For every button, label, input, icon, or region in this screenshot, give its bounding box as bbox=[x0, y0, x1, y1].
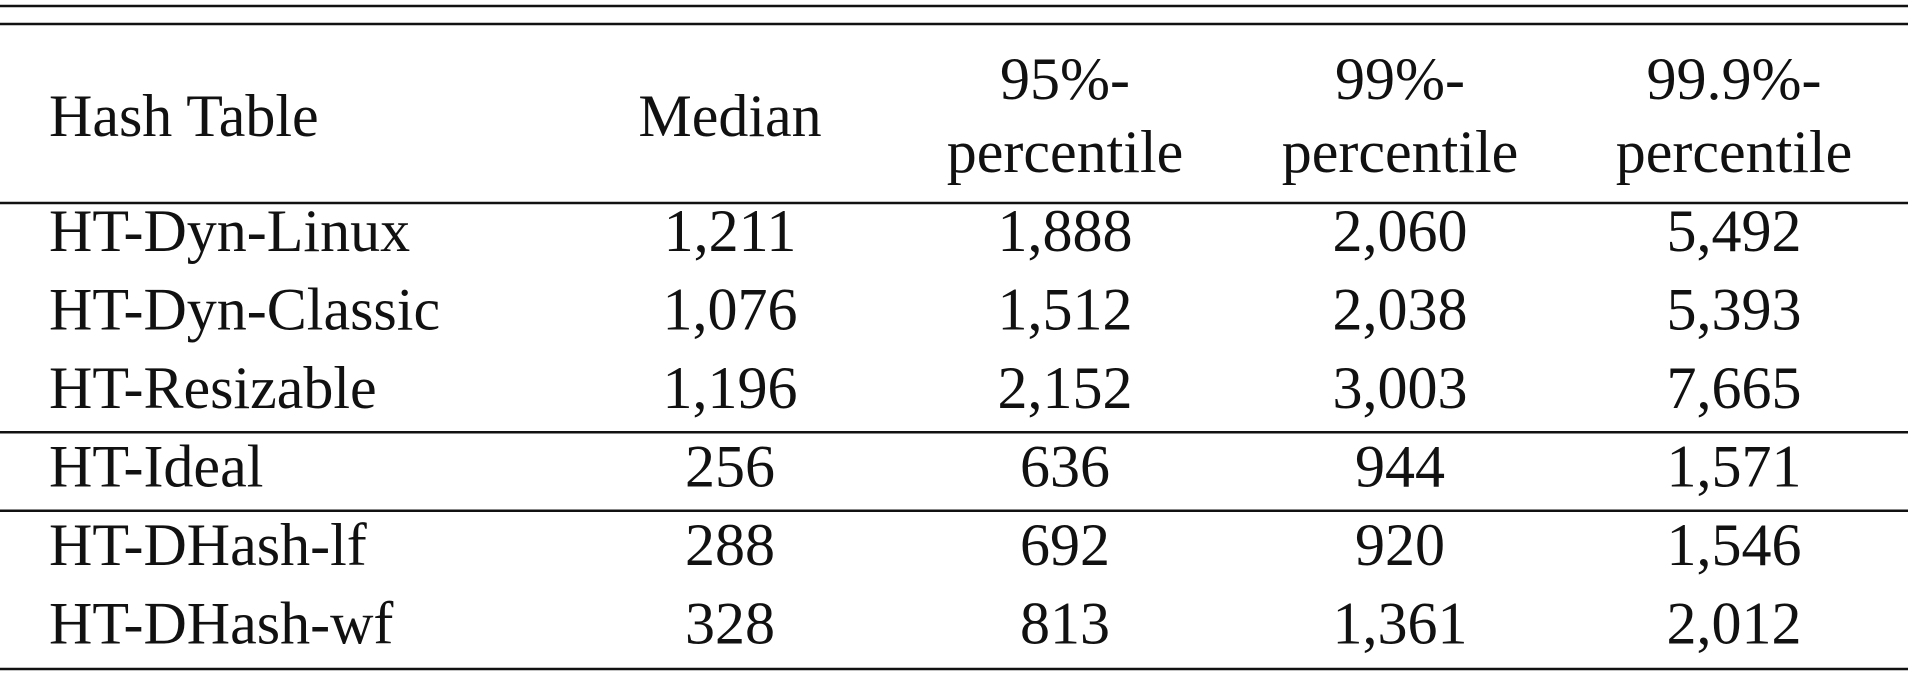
cell: 256 bbox=[685, 433, 775, 499]
row-label: HT-Resizable bbox=[49, 355, 377, 421]
header-cell: 95%- bbox=[1000, 46, 1130, 112]
cell: 1,546 bbox=[1667, 512, 1802, 578]
row-label: HT-Dyn-Classic bbox=[49, 276, 440, 342]
header-cell: percentile bbox=[1616, 119, 1853, 185]
cell: 3,003 bbox=[1333, 355, 1468, 421]
cell: 2,060 bbox=[1333, 198, 1468, 264]
cell: 692 bbox=[1020, 512, 1110, 578]
cell: 1,512 bbox=[998, 276, 1133, 342]
header-cell: 99.9%- bbox=[1647, 46, 1822, 112]
cell: 636 bbox=[1020, 433, 1110, 499]
cell: 7,665 bbox=[1667, 355, 1802, 421]
cell: 2,038 bbox=[1333, 276, 1468, 342]
cell: 920 bbox=[1355, 512, 1445, 578]
row-label: HT-Ideal bbox=[49, 433, 263, 499]
header-cell: percentile bbox=[947, 119, 1184, 185]
header-cell: Median bbox=[638, 83, 821, 149]
header-cell: 99%- bbox=[1335, 46, 1465, 112]
cell: 2,012 bbox=[1667, 590, 1802, 656]
header-cell: Hash Table bbox=[49, 83, 319, 149]
row-label: HT-DHash-lf bbox=[49, 512, 367, 578]
cell: 1,888 bbox=[998, 198, 1133, 264]
row-label: HT-Dyn-Linux bbox=[49, 198, 410, 264]
row-label: HT-DHash-wf bbox=[49, 590, 393, 656]
cell: 1,076 bbox=[663, 276, 798, 342]
cell: 813 bbox=[1020, 590, 1110, 656]
cell: 1,211 bbox=[664, 198, 797, 264]
header-cell: percentile bbox=[1282, 119, 1519, 185]
cell: 288 bbox=[685, 512, 775, 578]
cell: 328 bbox=[685, 590, 775, 656]
cell: 5,492 bbox=[1667, 198, 1802, 264]
cell: 944 bbox=[1355, 433, 1445, 499]
cell: 1,361 bbox=[1333, 590, 1468, 656]
cell: 1,571 bbox=[1667, 433, 1802, 499]
cell: 1,196 bbox=[663, 355, 798, 421]
cell: 2,152 bbox=[998, 355, 1133, 421]
cell: 5,393 bbox=[1667, 276, 1802, 342]
